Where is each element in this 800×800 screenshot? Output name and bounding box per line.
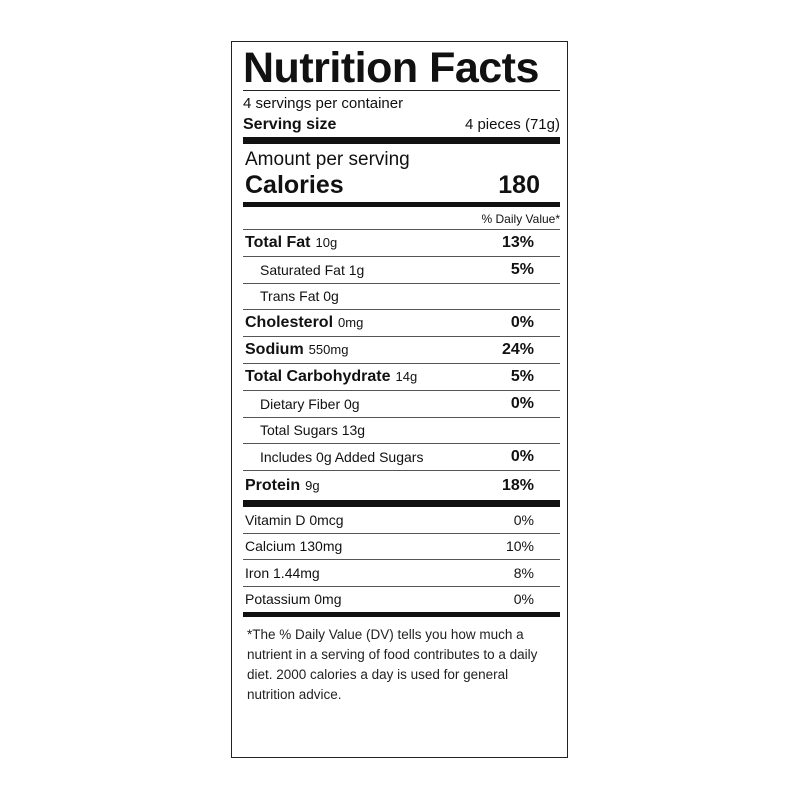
nutrient-list: Total Fat 10g 13% Saturated Fat 1g 5% Trans F… — [243, 230, 560, 508]
serving-size-label: Serving size — [243, 116, 337, 133]
nutrient-row: Total Sugars 13g — [243, 418, 560, 445]
nutrient-amount: 550mg — [308, 342, 349, 358]
title: Nutrition Facts — [243, 42, 560, 92]
nutrient-name: Sodium — [245, 341, 304, 359]
nutrient-name: Total Sugars 13g — [260, 422, 366, 439]
nutrient-amount: 10g — [315, 234, 338, 250]
nutrient-row: Total Carbohydrate 14g 5% — [243, 364, 560, 391]
nutrient-name: Total Carbohydrate — [245, 367, 391, 385]
calories-value: 180 — [498, 171, 540, 199]
vitamin-daily-value: 0% — [513, 511, 534, 528]
vitamin-row: Iron 1.44mg 8% — [243, 560, 560, 587]
vitamin-daily-value: 8% — [513, 564, 534, 581]
vitamin-name: Vitamin D 0mcg — [245, 511, 344, 528]
nutrient-name: Total Fat — [245, 233, 311, 251]
nutrient-name-group: Total Fat 10g — [245, 234, 337, 252]
nutrient-row: Trans Fat 0g — [243, 284, 560, 311]
daily-value: 0% — [510, 314, 534, 332]
nutrient-name: Cholesterol — [245, 314, 334, 332]
nutrient-row: Total Fat 10g 13% — [243, 230, 560, 257]
daily-value-header: % Daily Value* — [243, 207, 560, 230]
vitamin-name: Potassium 0mg — [245, 591, 342, 608]
nutrient-name: Saturated Fat 1g — [260, 261, 365, 278]
nutrient-name-group: Cholesterol 0mg — [245, 314, 363, 332]
nutrition-label: Nutrition Facts 4 servings per container… — [231, 41, 568, 758]
vitamin-row: Potassium 0mg 0% — [243, 587, 560, 618]
vitamin-row: Calcium 130mg 10% — [243, 534, 560, 561]
nutrient-row: Dietary Fiber 0g 0% — [243, 391, 560, 418]
vitamin-daily-value: 0% — [513, 591, 534, 608]
daily-value: 18% — [501, 476, 534, 494]
nutrient-row: Protein 9g 18% — [243, 471, 560, 508]
nutrient-row: Includes 0g Added Sugars 0% — [243, 444, 560, 472]
nutrient-name-group: Sodium 550mg — [245, 341, 348, 359]
nutrient-row: Sodium 550mg 24% — [243, 337, 560, 364]
daily-value: 5% — [510, 367, 534, 385]
nutrient-name-group: Saturated Fat 1g — [260, 262, 364, 278]
nutrient-name-group: Total Sugars 13g — [260, 422, 365, 438]
serving-size-row: Serving size 4 pieces (71g) — [243, 113, 560, 144]
vitamin-name: Calcium 130mg — [245, 538, 343, 555]
vitamin-daily-value: 10% — [505, 538, 534, 555]
daily-value: 5% — [510, 260, 534, 278]
nutrient-name-group: Dietary Fiber 0g — [260, 396, 360, 412]
daily-value: 0% — [510, 448, 534, 466]
nutrient-name-group: Includes 0g Added Sugars — [260, 449, 423, 465]
daily-value: 24% — [501, 341, 534, 359]
calories-row: Calories 180 — [243, 170, 560, 207]
daily-value: 13% — [501, 233, 534, 251]
calories-label: Calories — [245, 171, 344, 199]
nutrient-amount: 14g — [395, 368, 418, 384]
nutrient-name-group: Protein 9g — [245, 477, 320, 495]
label-content: Nutrition Facts 4 servings per container… — [243, 42, 560, 705]
vitamin-list: Vitamin D 0mcg 0% Calcium 130mg 10% Iron 1.4… — [243, 507, 560, 618]
vitamin-name: Iron 1.44mg — [245, 564, 320, 581]
nutrient-name: Includes 0g Added Sugars — [260, 449, 424, 466]
nutrient-name: Dietary Fiber 0g — [260, 395, 360, 412]
serving-size-value: 4 pieces (71g) — [464, 116, 560, 133]
vitamin-row: Vitamin D 0mcg 0% — [243, 507, 560, 534]
servings-per-container: 4 servings per container — [243, 95, 404, 112]
nutrient-row: Cholesterol 0mg 0% — [243, 310, 560, 338]
amount-per-serving: Amount per serving — [245, 149, 410, 170]
nutrient-name: Trans Fat 0g — [260, 288, 339, 305]
footnote: *The % Daily Value (DV) tells you how mu… — [247, 627, 538, 703]
nutrient-amount: 0mg — [338, 315, 364, 331]
daily-value: 0% — [510, 394, 534, 412]
nutrient-name-group: Trans Fat 0g — [260, 288, 339, 304]
nutrient-amount: 9g — [305, 477, 320, 493]
nutrient-name: Protein — [245, 476, 301, 494]
nutrient-row: Saturated Fat 1g 5% — [243, 257, 560, 284]
nutrient-name-group: Total Carbohydrate 14g — [245, 368, 417, 386]
